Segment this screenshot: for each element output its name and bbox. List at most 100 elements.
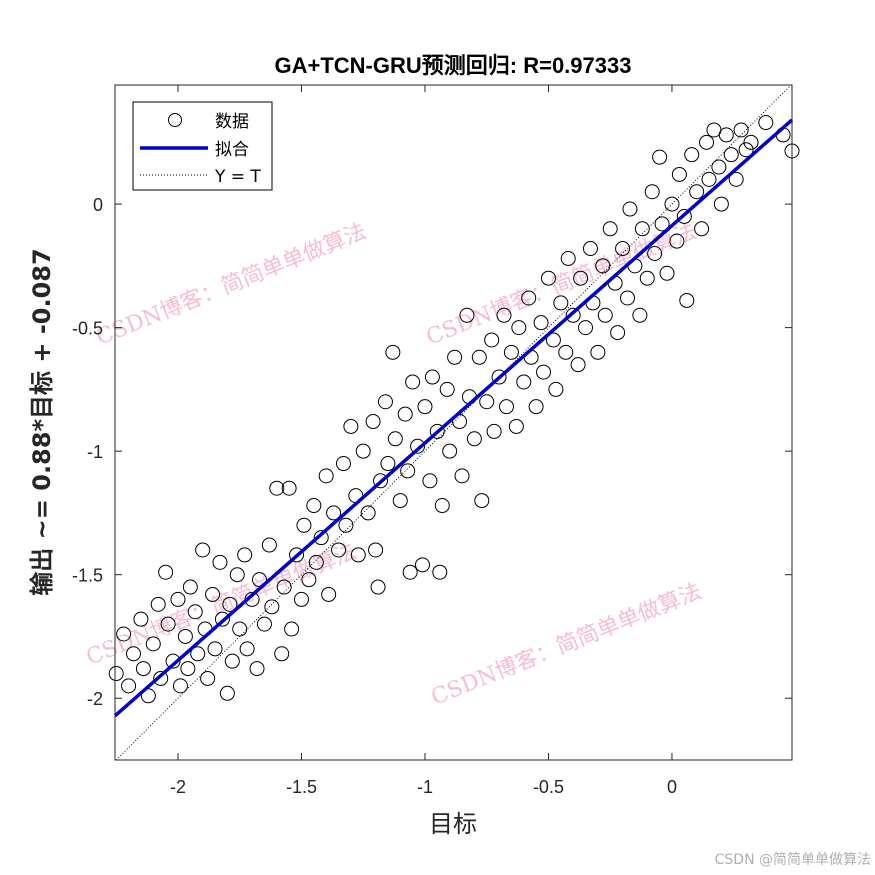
data-point — [560, 250, 576, 266]
data-point — [405, 374, 421, 390]
data-point — [632, 307, 648, 323]
identity-line — [115, 84, 792, 761]
data-point — [360, 505, 376, 521]
data-point — [679, 292, 695, 308]
data-point — [301, 572, 317, 588]
credit-text: CSDN @简简单单做算法 — [714, 852, 871, 868]
data-point — [415, 557, 431, 573]
data-point — [373, 473, 389, 489]
data-point — [711, 159, 727, 175]
data-point — [392, 493, 408, 509]
data-point — [222, 596, 238, 612]
data-point — [528, 399, 544, 415]
data-point — [249, 661, 265, 677]
data-point — [701, 171, 717, 187]
data-point — [190, 646, 206, 662]
data-point — [313, 530, 329, 546]
x-tick-label: -0.5 — [533, 777, 564, 797]
data-point — [172, 678, 188, 694]
data-point — [214, 611, 230, 627]
data-point — [385, 344, 401, 360]
legend: 数据 拟合 Y = T — [132, 101, 273, 191]
x-axis-label: 目标 — [429, 810, 477, 838]
data-point — [521, 290, 537, 306]
data-point — [434, 498, 450, 514]
data-point — [634, 221, 650, 237]
data-point — [308, 554, 324, 570]
data-point — [595, 258, 611, 274]
data-point — [207, 641, 223, 657]
data-point — [664, 196, 680, 212]
data-point — [466, 431, 482, 447]
legend-label-fit: 拟合 — [215, 140, 249, 160]
data-point — [548, 381, 564, 397]
data-point — [219, 685, 235, 701]
legend-label-data: 数据 — [215, 112, 249, 132]
data-point — [182, 579, 198, 595]
data-point — [158, 564, 174, 580]
data-point — [590, 344, 606, 360]
data-point — [293, 591, 309, 607]
data-point — [503, 344, 519, 360]
data-point — [447, 349, 463, 365]
data-point — [338, 517, 354, 533]
data-point — [738, 142, 754, 158]
data-point — [699, 134, 715, 150]
data-point — [397, 406, 413, 422]
data-point — [370, 579, 386, 595]
data-point — [355, 443, 371, 459]
data-point — [429, 423, 445, 439]
data-point — [573, 270, 589, 286]
data-point — [597, 307, 613, 323]
data-point — [269, 480, 285, 496]
data-point — [439, 381, 455, 397]
data-point — [540, 270, 556, 286]
data-point — [318, 468, 334, 484]
watermark: CSDN博客：简简单单做算法 — [93, 219, 370, 350]
data-point — [728, 171, 744, 187]
data-point — [558, 344, 574, 360]
data-point — [410, 438, 426, 454]
data-point — [486, 423, 502, 439]
data-point — [689, 184, 705, 200]
data-point — [553, 295, 569, 311]
data-point — [498, 399, 514, 415]
data-point — [276, 579, 292, 595]
y-tick-label: -2 — [87, 689, 103, 709]
data-point — [508, 418, 524, 434]
data-point — [758, 115, 774, 131]
data-point — [165, 653, 181, 669]
data-point — [615, 241, 631, 257]
data-point — [582, 241, 598, 257]
data-point — [459, 307, 475, 323]
data-point — [239, 641, 255, 657]
data-point — [108, 666, 124, 682]
data-point — [274, 646, 290, 662]
data-point — [205, 586, 221, 602]
x-tick-label: -1 — [417, 777, 433, 797]
data-point — [321, 586, 337, 602]
data-point — [343, 418, 359, 434]
data-point — [602, 221, 618, 237]
data-point — [133, 611, 149, 627]
data-point — [713, 196, 729, 212]
data-point — [536, 364, 552, 380]
data-point — [126, 646, 142, 662]
data-point — [474, 493, 490, 509]
data-point — [212, 554, 228, 570]
data-point — [610, 325, 626, 341]
data-point — [676, 208, 692, 224]
data-point — [296, 517, 312, 533]
data-point — [659, 265, 675, 281]
data-point — [652, 149, 668, 165]
data-point — [368, 542, 384, 558]
y-tick-label: -1 — [87, 442, 103, 462]
data-point — [516, 374, 532, 390]
legend-marker-data — [168, 113, 182, 127]
data-point — [237, 547, 253, 563]
data-point — [723, 147, 739, 163]
data-point — [380, 456, 396, 472]
data-point — [471, 349, 487, 365]
data-point — [511, 320, 527, 336]
